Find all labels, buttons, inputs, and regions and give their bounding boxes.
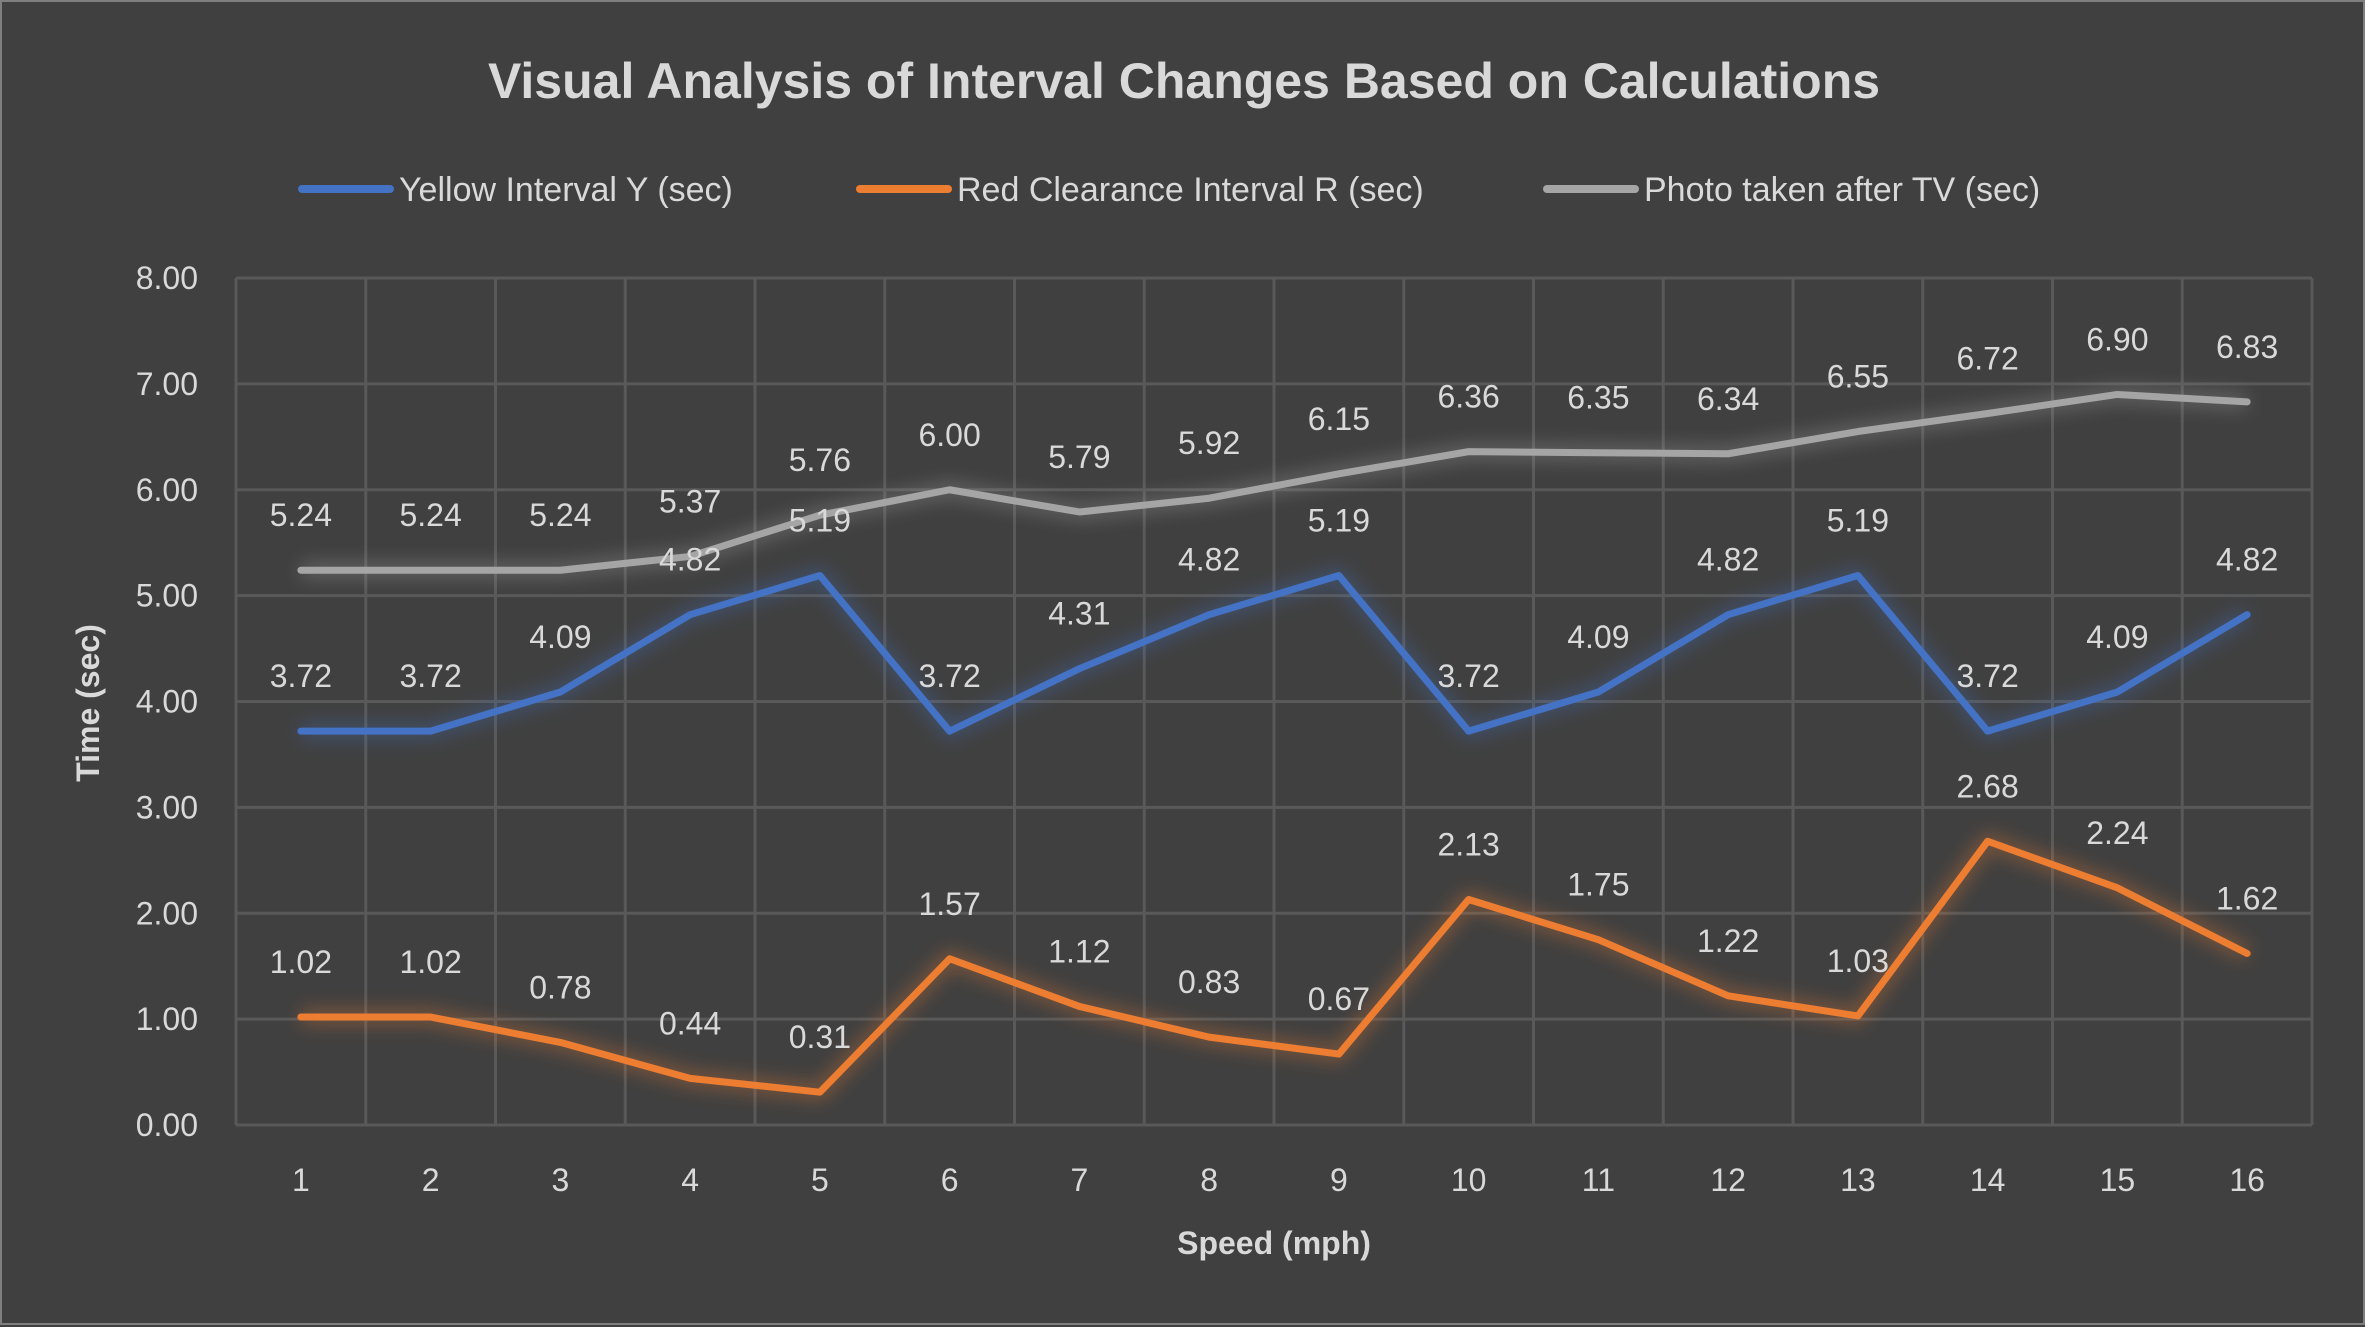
data-label: 4.82 xyxy=(1697,542,1759,578)
data-label: 1.02 xyxy=(399,944,461,980)
y-tick-label: 7.00 xyxy=(136,366,198,402)
x-axis-title: Speed (mph) xyxy=(1177,1225,1371,1261)
data-label: 5.37 xyxy=(659,483,721,519)
y-tick-label: 2.00 xyxy=(136,895,198,931)
x-tick-label: 10 xyxy=(1451,1162,1487,1198)
data-label: 1.02 xyxy=(270,944,332,980)
x-tick-label: 16 xyxy=(2229,1162,2265,1198)
data-label: 0.83 xyxy=(1178,964,1240,1000)
x-tick-label: 6 xyxy=(941,1162,959,1198)
data-label: 3.72 xyxy=(918,658,980,694)
data-label: 6.00 xyxy=(918,417,980,453)
data-label: 1.75 xyxy=(1567,867,1629,903)
series-line-1 xyxy=(297,837,2251,1096)
x-axis-ticks: 1 2 3 4 5 6 7 8 9 10 11 12 13 14 15 16 xyxy=(292,1162,2265,1198)
x-tick-label: 1 xyxy=(292,1162,310,1198)
data-label: 5.24 xyxy=(399,497,461,533)
y-axis-title: Time (sec) xyxy=(70,624,106,782)
chart-title: Visual Analysis of Interval Changes Base… xyxy=(488,53,1880,109)
data-label: 3.72 xyxy=(1956,658,2018,694)
data-label: 1.57 xyxy=(918,886,980,922)
legend: Yellow Interval Y (sec) Red Clearance Int… xyxy=(298,171,2040,209)
data-label: 5.79 xyxy=(1048,439,1110,475)
data-label: 0.67 xyxy=(1308,981,1370,1017)
data-label: 4.09 xyxy=(1567,619,1629,655)
legend-label: Red Clearance Interval R (sec) xyxy=(957,171,1424,209)
data-label: 4.31 xyxy=(1048,596,1110,632)
x-tick-label: 11 xyxy=(1582,1162,1615,1198)
data-label: 0.44 xyxy=(659,1005,721,1041)
x-tick-label: 7 xyxy=(1070,1162,1088,1198)
data-label: 4.09 xyxy=(2086,619,2148,655)
data-label: 6.35 xyxy=(1567,380,1629,416)
data-label: 2.24 xyxy=(2086,815,2148,851)
data-label: 5.92 xyxy=(1178,425,1240,461)
data-label: 6.90 xyxy=(2086,321,2148,357)
series-line-2 xyxy=(297,390,2251,574)
series-line-0 xyxy=(297,572,2251,735)
x-tick-label: 15 xyxy=(2100,1162,2136,1198)
data-label: 5.76 xyxy=(789,442,851,478)
legend-label: Photo taken after TV (sec) xyxy=(1644,171,2040,209)
data-label: 5.24 xyxy=(529,497,591,533)
data-label: 1.12 xyxy=(1048,933,1110,969)
data-label: 6.15 xyxy=(1308,401,1370,437)
data-label: 3.72 xyxy=(399,658,461,694)
x-tick-label: 3 xyxy=(551,1162,569,1198)
series-lines xyxy=(297,386,2252,1101)
y-tick-label: 1.00 xyxy=(136,1001,198,1037)
gridlines xyxy=(234,276,2314,1127)
x-tick-label: 8 xyxy=(1200,1162,1218,1198)
legend-item: Photo taken after TV (sec) xyxy=(1543,171,2040,209)
data-label: 4.82 xyxy=(1178,542,1240,578)
data-label: 0.31 xyxy=(789,1019,851,1055)
data-label: 1.22 xyxy=(1697,923,1759,959)
data-label: 6.55 xyxy=(1827,359,1889,395)
legend-item: Yellow Interval Y (sec) xyxy=(298,171,733,209)
x-tick-label: 14 xyxy=(1970,1162,2006,1198)
data-label: 6.34 xyxy=(1697,381,1759,417)
data-label: 2.13 xyxy=(1437,826,1499,862)
data-label: 6.72 xyxy=(1956,341,2018,377)
x-tick-label: 5 xyxy=(811,1162,829,1198)
y-tick-label: 6.00 xyxy=(136,472,198,508)
data-label: 5.19 xyxy=(1308,503,1370,539)
data-label: 6.83 xyxy=(2216,329,2278,365)
data-label: 6.36 xyxy=(1437,379,1499,415)
x-tick-label: 13 xyxy=(1840,1162,1876,1198)
y-axis-ticks: 0.00 1.00 2.00 3.00 4.00 5.00 6.00 7.00 8.00 xyxy=(136,260,198,1143)
data-label: 4.82 xyxy=(659,542,721,578)
y-tick-label: 4.00 xyxy=(136,684,198,720)
data-label: 2.68 xyxy=(1956,768,2018,804)
x-tick-label: 4 xyxy=(681,1162,699,1198)
data-label: 5.19 xyxy=(789,503,851,539)
x-tick-label: 2 xyxy=(422,1162,440,1198)
y-tick-label: 5.00 xyxy=(136,578,198,614)
data-label: 5.19 xyxy=(1827,503,1889,539)
y-tick-label: 8.00 xyxy=(136,260,198,296)
y-tick-label: 3.00 xyxy=(136,789,198,825)
x-tick-label: 12 xyxy=(1710,1162,1746,1198)
data-label: 1.62 xyxy=(2216,880,2278,916)
y-tick-label: 0.00 xyxy=(136,1107,198,1143)
legend-label: Yellow Interval Y (sec) xyxy=(399,171,733,209)
legend-item: Red Clearance Interval R (sec) xyxy=(856,171,1424,209)
x-tick-label: 9 xyxy=(1330,1162,1348,1198)
data-label: 4.82 xyxy=(2216,542,2278,578)
data-label: 5.24 xyxy=(270,497,332,533)
data-label: 4.09 xyxy=(529,619,591,655)
data-label: 3.72 xyxy=(1437,658,1499,694)
data-label: 0.78 xyxy=(529,969,591,1005)
data-label: 1.03 xyxy=(1827,943,1889,979)
data-label: 3.72 xyxy=(270,658,332,694)
data-labels: 3.72 3.72 4.09 4.82 5.19 3.72 4.31 4.82 5.19 3.72… xyxy=(270,321,2279,1055)
